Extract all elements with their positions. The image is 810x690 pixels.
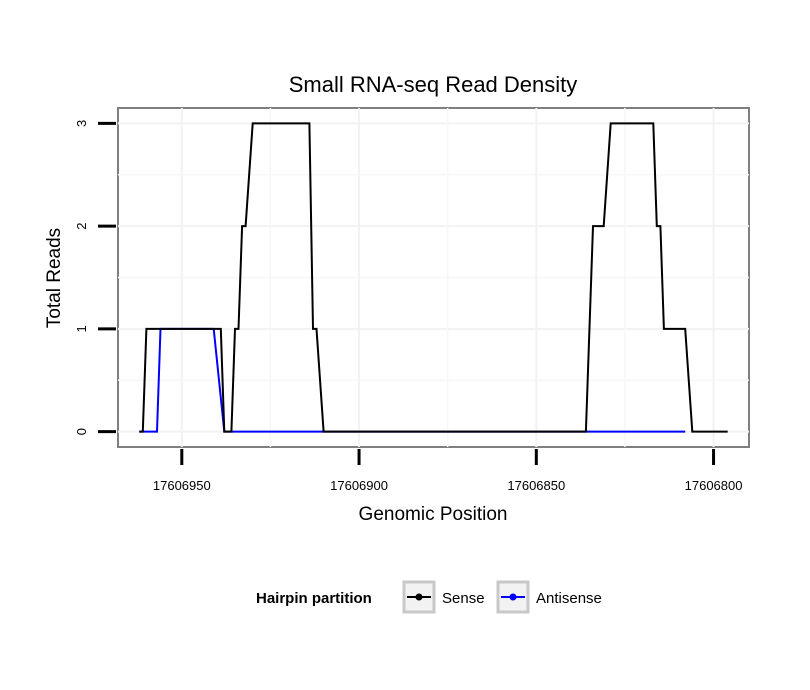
x-tick-label: 17606800 xyxy=(685,478,743,493)
series-line-sense xyxy=(139,122,728,433)
axes-layer: 17606950 17606900 17606850 17606800 0 1 2 3 xyxy=(74,120,742,493)
y-tick-label: 1 xyxy=(74,325,89,332)
legend: Hairpin partition Sense Antisense xyxy=(256,580,602,614)
y-axis-title: Total Reads xyxy=(44,228,65,328)
chart-title: Small RNA-seq Read Density xyxy=(289,72,578,97)
y-tick-label: 0 xyxy=(74,428,89,435)
legend-label-antisense: Antisense xyxy=(536,590,602,607)
grid-layer xyxy=(118,108,749,447)
legend-title: Hairpin partition xyxy=(256,590,372,607)
x-tick-label: 17606900 xyxy=(330,478,388,493)
x-tick-label: 17606950 xyxy=(153,478,211,493)
series-layer xyxy=(139,122,728,433)
series-line-antisense xyxy=(139,327,686,433)
x-axis-title: Genomic Position xyxy=(359,504,508,525)
legend-key-dot-antisense xyxy=(509,593,517,601)
y-tick-label: 2 xyxy=(74,223,89,230)
y-tick-label: 3 xyxy=(74,120,89,127)
legend-label-sense: Sense xyxy=(442,590,485,607)
legend-key-dot-sense xyxy=(415,593,423,601)
x-tick-label: 17606850 xyxy=(507,478,565,493)
legend-items: Sense Antisense xyxy=(402,580,602,614)
